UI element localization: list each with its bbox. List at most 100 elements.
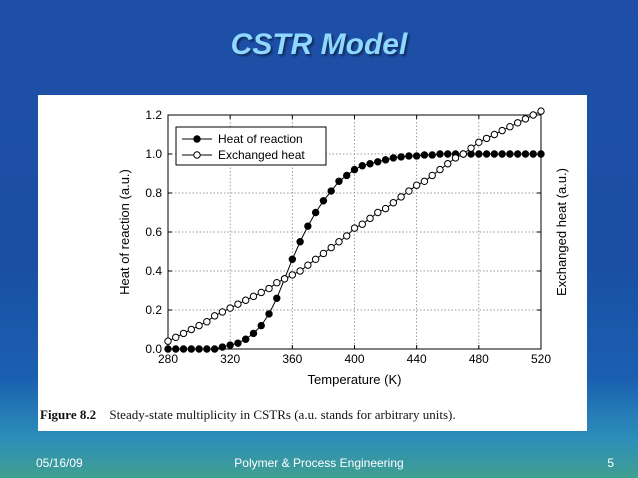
legend-marker [193, 135, 201, 143]
x-tick-label: 360 [282, 352, 302, 366]
data-point-exchanged-heat [187, 325, 196, 334]
data-point-exchanged-heat [397, 193, 405, 201]
data-point-heat-of-reaction [226, 341, 234, 349]
y-tick-label: 0.8 [145, 186, 162, 200]
data-point-heat-of-reaction [529, 150, 537, 158]
data-point-heat-of-reaction [265, 310, 273, 318]
legend-box [175, 126, 327, 166]
data-point-heat-of-reaction [482, 150, 491, 158]
x-axis-label: Temperature (K) [308, 372, 402, 387]
data-point-heat-of-reaction [249, 329, 258, 338]
legend-marker [193, 151, 201, 159]
x-tick-label: 280 [158, 352, 178, 366]
figure-caption: Figure 8.2 Steady-state multiplicity in … [40, 407, 585, 423]
data-point-heat-of-reaction [257, 321, 265, 330]
legend-label: Exchanged heat [218, 148, 305, 162]
data-point-heat-of-reaction [187, 345, 196, 353]
data-point-heat-of-reaction [195, 345, 203, 353]
footer-page-number: 5 [607, 456, 614, 470]
footer-date: 05/16/09 [36, 456, 83, 470]
data-point-exchanged-heat [490, 130, 499, 139]
data-point-heat-of-reaction [164, 345, 172, 353]
data-point-heat-of-reaction [327, 187, 335, 195]
data-point-heat-of-reaction [498, 150, 506, 158]
data-point-heat-of-reaction [273, 294, 281, 303]
data-point-heat-of-reaction [179, 345, 188, 353]
data-point-exchanged-heat [482, 134, 491, 143]
data-point-exchanged-heat [335, 238, 343, 246]
legend: Heat of reaction Exchanged heat [175, 126, 327, 166]
data-point-exchanged-heat [249, 292, 258, 301]
data-point-exchanged-heat [304, 261, 312, 269]
data-point-heat-of-reaction [210, 345, 219, 353]
data-point-heat-of-reaction [475, 150, 483, 158]
data-point-heat-of-reaction [319, 197, 328, 205]
data-point-exchanged-heat [311, 255, 320, 264]
x-tick-label: 520 [531, 352, 551, 366]
chart: 280 320 360 400 440 480 520 0.0 0.2 0.4 0.6 0.8 1.0 1… [117, 107, 569, 387]
data-point-exchanged-heat [265, 284, 273, 293]
data-point-heat-of-reaction [506, 150, 514, 158]
data-point-exchanged-heat [273, 279, 281, 287]
data-point-exchanged-heat [498, 126, 506, 135]
data-point-exchanged-heat [280, 275, 289, 283]
data-point-heat-of-reaction [444, 150, 452, 158]
data-point-heat-of-reaction [537, 150, 545, 158]
data-point-heat-of-reaction [428, 151, 436, 159]
data-point-heat-of-reaction [521, 150, 530, 158]
data-point-exchanged-heat [203, 318, 211, 326]
caption-number: Figure 8.2 [40, 407, 97, 422]
data-point-heat-of-reaction [358, 162, 366, 170]
data-point-heat-of-reaction [389, 154, 398, 162]
data-point-exchanged-heat [451, 154, 460, 162]
data-point-heat-of-reaction [203, 345, 211, 353]
data-point-exchanged-heat [381, 204, 390, 213]
footer-center: Polymer & Process Engineering [234, 456, 404, 470]
y-tick-label: 0.2 [145, 303, 162, 317]
data-point-exchanged-heat [467, 144, 475, 152]
data-point-heat-of-reaction [381, 156, 390, 164]
data-point-heat-of-reaction [366, 160, 374, 168]
data-point-exchanged-heat [444, 160, 452, 168]
data-point-exchanged-heat [374, 208, 382, 217]
x-tick-label: 440 [407, 352, 427, 366]
y-tick-label: 1.0 [145, 147, 162, 161]
data-point-exchanged-heat [428, 171, 436, 180]
data-point-heat-of-reaction [374, 158, 382, 166]
data-point-exchanged-heat [210, 312, 219, 320]
data-point-heat-of-reaction [311, 208, 320, 217]
data-point-exchanged-heat [226, 304, 234, 312]
data-point-heat-of-reaction [513, 150, 522, 158]
data-point-exchanged-heat [327, 243, 335, 252]
data-point-exchanged-heat [179, 329, 188, 338]
caption-text: Steady-state multiplicity in CSTRs (a.u.… [109, 407, 456, 422]
data-point-heat-of-reaction [412, 152, 421, 160]
data-point-exchanged-heat [420, 177, 429, 186]
data-point-exchanged-heat [513, 119, 522, 127]
data-point-exchanged-heat [350, 224, 359, 232]
data-point-heat-of-reaction [405, 152, 413, 160]
y-axis-label-left: Heat of reaction (a.u.) [117, 169, 132, 295]
y-tick-label: 0.0 [145, 342, 162, 356]
data-point-heat-of-reaction [350, 165, 359, 174]
data-point-exchanged-heat [389, 199, 398, 207]
legend-label: Heat of reaction [218, 132, 303, 146]
data-point-exchanged-heat [521, 115, 530, 123]
data-point-exchanged-heat [537, 107, 545, 115]
y-axis-label-right: Exchanged heat (a.u.) [554, 168, 569, 296]
data-point-exchanged-heat [242, 296, 250, 304]
data-point-exchanged-heat [529, 111, 537, 119]
data-point-exchanged-heat [506, 123, 514, 131]
data-point-heat-of-reaction [172, 345, 180, 353]
data-point-exchanged-heat [234, 300, 242, 308]
data-point-heat-of-reaction [296, 238, 304, 246]
data-point-heat-of-reaction [218, 343, 227, 351]
y-tick-label: 1.2 [145, 108, 162, 122]
data-point-exchanged-heat [366, 214, 374, 223]
data-point-heat-of-reaction [436, 150, 444, 158]
data-point-heat-of-reaction [335, 177, 343, 186]
data-point-exchanged-heat [358, 220, 366, 228]
data-point-heat-of-reaction [397, 153, 405, 161]
data-point-exchanged-heat [436, 165, 444, 174]
data-point-exchanged-heat [475, 138, 483, 146]
